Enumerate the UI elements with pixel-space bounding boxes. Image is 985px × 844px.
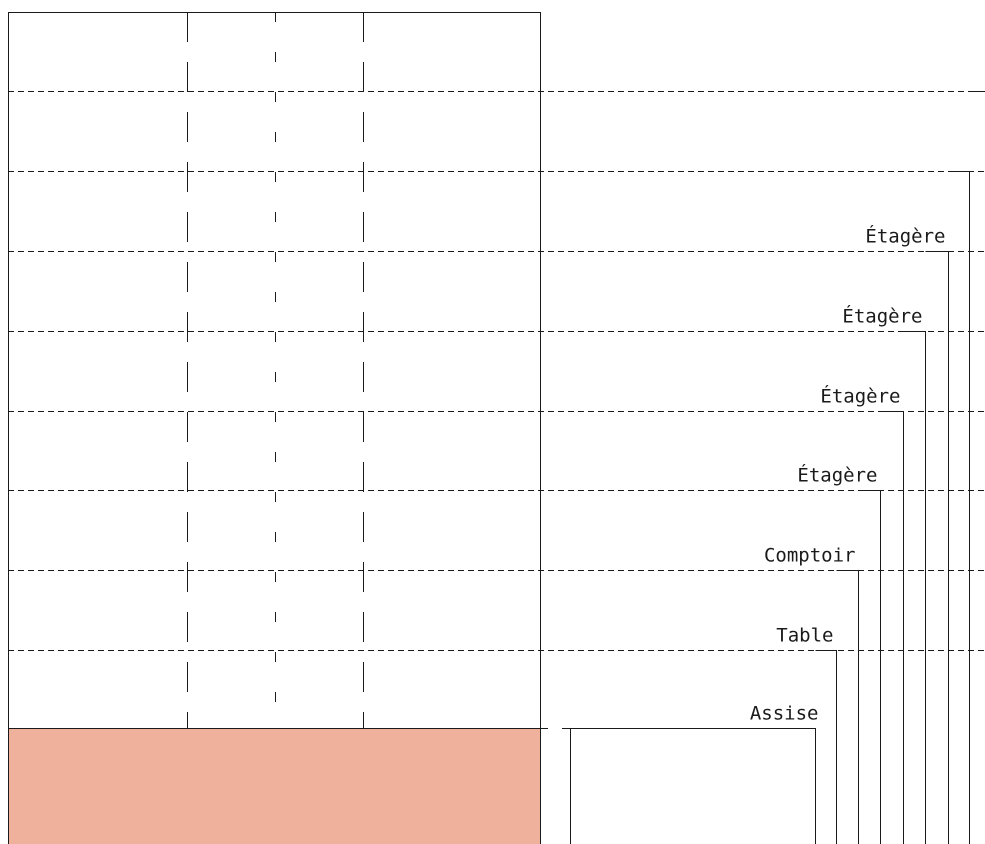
bracket xyxy=(880,411,904,844)
label: Étagère xyxy=(865,225,945,248)
label: Assise xyxy=(750,703,819,725)
filled-zone xyxy=(8,728,541,844)
bracket xyxy=(570,728,816,844)
label: Étagère xyxy=(797,464,877,487)
label: Étagère xyxy=(820,385,900,408)
bracket xyxy=(836,570,859,844)
bracket xyxy=(858,490,881,844)
grid xyxy=(8,12,985,728)
label: Comptoir xyxy=(764,545,856,567)
bracket xyxy=(925,251,949,844)
brackets: Assise Table Comptoir Étagère Étagère Étagère… xyxy=(562,91,985,844)
frame xyxy=(8,12,541,844)
tick xyxy=(562,728,571,844)
bracket xyxy=(903,331,926,844)
bracket xyxy=(815,650,837,844)
bracket xyxy=(948,171,970,844)
label: Table xyxy=(776,625,833,647)
label: Étagère xyxy=(842,305,922,328)
